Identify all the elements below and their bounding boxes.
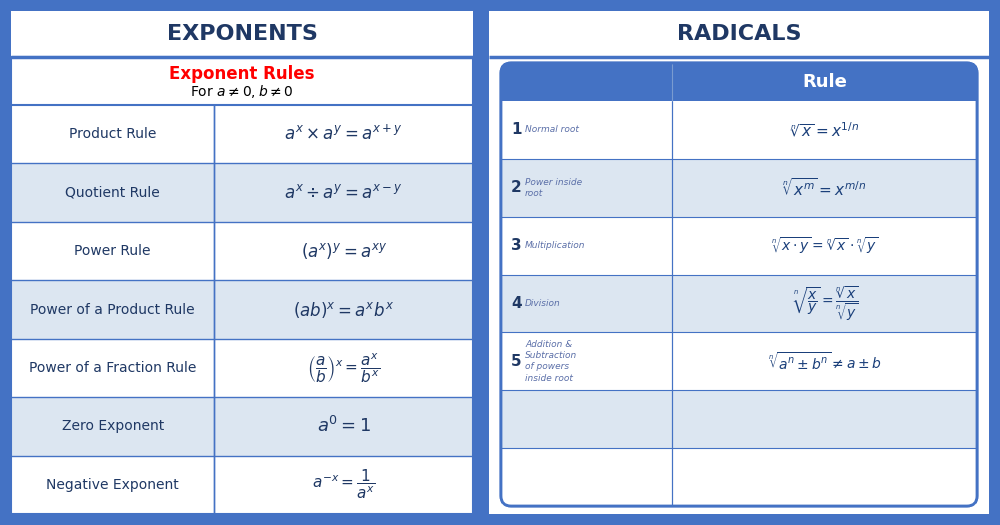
Bar	[11, 280, 473, 339]
Bar	[11, 339, 473, 397]
Text: 5: 5	[511, 354, 522, 369]
Text: Addition &
Subtraction
of powers
inside root: Addition & Subtraction of powers inside …	[525, 340, 577, 383]
Text: 4: 4	[511, 296, 522, 311]
Text: Power of a Fraction Rule: Power of a Fraction Rule	[29, 361, 196, 375]
Text: EXPONENTS: EXPONENTS	[167, 24, 317, 44]
Text: $\sqrt[n]{x^m} = x^{m/n}$: $\sqrt[n]{x^m} = x^{m/n}$	[782, 177, 867, 199]
FancyBboxPatch shape	[501, 63, 977, 101]
Text: Multiplication: Multiplication	[525, 241, 586, 250]
Text: Zero Exponent: Zero Exponent	[62, 419, 164, 433]
Text: Quotient Rule: Quotient Rule	[65, 186, 160, 200]
Bar	[11, 456, 473, 514]
Bar	[502, 275, 976, 332]
Bar	[502, 332, 976, 390]
Text: $a^0 = 1$: $a^0 = 1$	[317, 416, 371, 436]
Text: $a^x \times a^y = a^{x+y}$: $a^x \times a^y = a^{x+y}$	[284, 124, 403, 144]
Text: $(a^x)^y = a^{xy}$: $(a^x)^y = a^{xy}$	[301, 241, 387, 261]
Text: $\sqrt[n]{a^n \pm b^n} \neq a \pm b$: $\sqrt[n]{a^n \pm b^n} \neq a \pm b$	[768, 351, 882, 372]
Text: Power inside
root: Power inside root	[525, 178, 582, 198]
FancyBboxPatch shape	[501, 63, 977, 506]
Bar	[484, 6, 994, 519]
Bar	[11, 11, 473, 57]
Text: Product Rule: Product Rule	[69, 127, 156, 141]
Text: Negative Exponent: Negative Exponent	[46, 478, 179, 492]
Text: Exponent Rules: Exponent Rules	[169, 65, 315, 83]
Text: $\sqrt[n]{x} = x^{1/n}$: $\sqrt[n]{x} = x^{1/n}$	[790, 121, 859, 139]
Bar	[11, 397, 473, 456]
Text: Power Rule: Power Rule	[74, 244, 151, 258]
Text: For $a \neq 0, b \neq 0$: For $a \neq 0, b \neq 0$	[190, 83, 294, 100]
Text: Power of a Product Rule: Power of a Product Rule	[30, 302, 195, 317]
Text: RADICALS: RADICALS	[677, 24, 801, 44]
Bar	[502, 159, 976, 217]
Bar	[11, 222, 473, 280]
Text: $(ab)^x = a^x b^x$: $(ab)^x = a^x b^x$	[293, 299, 394, 320]
Bar	[11, 11, 473, 514]
Text: Normal root: Normal root	[525, 125, 579, 134]
Text: $\sqrt[n]{x \cdot y} = \sqrt[n]{x} \cdot \sqrt[n]{y}$: $\sqrt[n]{x \cdot y} = \sqrt[n]{x} \cdot…	[771, 235, 878, 256]
Bar	[502, 448, 976, 506]
Bar	[489, 11, 989, 57]
Text: $a^x \div a^y = a^{x-y}$: $a^x \div a^y = a^{x-y}$	[284, 184, 403, 202]
Text: 1: 1	[511, 122, 522, 138]
Text: 2: 2	[511, 180, 522, 195]
Text: Rule: Rule	[802, 73, 847, 91]
Bar	[11, 57, 473, 105]
Bar	[11, 105, 473, 163]
Text: Division: Division	[525, 299, 561, 308]
Bar	[489, 11, 989, 514]
Bar	[6, 6, 478, 519]
Text: $\sqrt[n]{\dfrac{x}{y}} = \dfrac{\sqrt[n]{x}}{\sqrt[n]{y}}$: $\sqrt[n]{\dfrac{x}{y}} = \dfrac{\sqrt[n…	[792, 285, 858, 322]
Text: $a^{-x} = \dfrac{1}{a^x}$: $a^{-x} = \dfrac{1}{a^x}$	[312, 468, 375, 501]
Text: 3: 3	[511, 238, 522, 253]
Bar	[11, 163, 473, 222]
Bar	[502, 101, 976, 159]
Bar	[502, 390, 976, 448]
Bar	[501, 82, 977, 101]
Text: $\left(\dfrac{a}{b}\right)^x = \dfrac{a^x}{b^x}$: $\left(\dfrac{a}{b}\right)^x = \dfrac{a^…	[307, 351, 380, 385]
Bar	[502, 217, 976, 275]
